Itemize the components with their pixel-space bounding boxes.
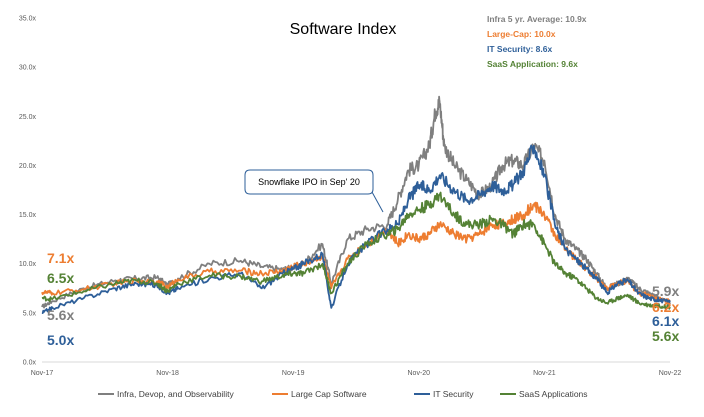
series-end-label: 5.9x	[652, 283, 679, 299]
x-tick-label: Nov-19	[282, 370, 305, 377]
avg-infra: Infra 5 yr. Average: 10.9x	[487, 14, 587, 24]
x-tick-label: Nov-18	[156, 370, 179, 377]
legend-label: SaaS Applications	[519, 389, 588, 399]
legend-label: IT Security	[433, 389, 474, 399]
series-end-label: 6.1x	[652, 313, 679, 329]
y-tick-label: 0.0x	[23, 360, 37, 367]
callout-pointer	[371, 191, 384, 213]
avg-large-cap: Large-Cap: 10.0x	[487, 29, 556, 39]
x-tick-label: Nov-17	[31, 370, 54, 377]
x-tick-label: Nov-22	[659, 370, 682, 377]
series-start-label: 6.5x	[47, 270, 74, 286]
y-tick-label: 30.0x	[19, 65, 37, 72]
series-line	[41, 95, 671, 309]
legend: Infra, Devop, and Observability Large Cap…	[98, 389, 588, 399]
y-tick-label: 10.0x	[19, 261, 37, 268]
x-tick-label: Nov-20	[408, 370, 431, 377]
y-tick-label: 20.0x	[19, 163, 37, 170]
series-layer	[41, 95, 671, 314]
series-end-label: 5.6x	[652, 328, 679, 344]
x-axis: Nov-17 Nov-18 Nov-19 Nov-20 Nov-21 Nov-22	[31, 361, 682, 377]
series-start-label: 5.0x	[47, 332, 74, 348]
series-start-label: 5.6x	[47, 307, 74, 323]
avg-it-security: IT Security: 8.6x	[487, 44, 552, 54]
series-start-label: 7.1x	[47, 250, 74, 266]
series-end-labels: 5.6x 5.9x 7.1x 6.2x 5.0x 6.1x 6.5x 5.6x	[47, 250, 679, 348]
callout-text: Snowflake IPO in Sep' 20	[258, 177, 360, 187]
chart-title: Software Index	[290, 21, 397, 38]
avg-saas: SaaS Application: 9.6x	[487, 59, 578, 69]
series-line	[41, 191, 671, 310]
y-tick-label: 35.0x	[19, 16, 37, 23]
y-tick-label: 25.0x	[19, 114, 37, 121]
legend-label: Infra, Devop, and Observability	[117, 389, 234, 399]
legend-label: Large Cap Software	[291, 389, 367, 399]
series-line	[41, 144, 671, 314]
y-axis: 0.0x 5.0x 10.0x 15.0x 20.0x 25.0x 30.0x 35.0x	[19, 16, 37, 367]
x-tick-label: Nov-21	[533, 370, 556, 377]
averages-box: Infra 5 yr. Average: 10.9x Large-Cap: 10…	[487, 14, 587, 69]
snowflake-callout: Snowflake IPO in Sep' 20	[244, 169, 384, 213]
series-end-label: 6.2x	[652, 299, 679, 315]
callout-box	[244, 169, 374, 195]
y-tick-label: 5.0x	[23, 310, 37, 317]
y-tick-label: 15.0x	[19, 212, 37, 219]
